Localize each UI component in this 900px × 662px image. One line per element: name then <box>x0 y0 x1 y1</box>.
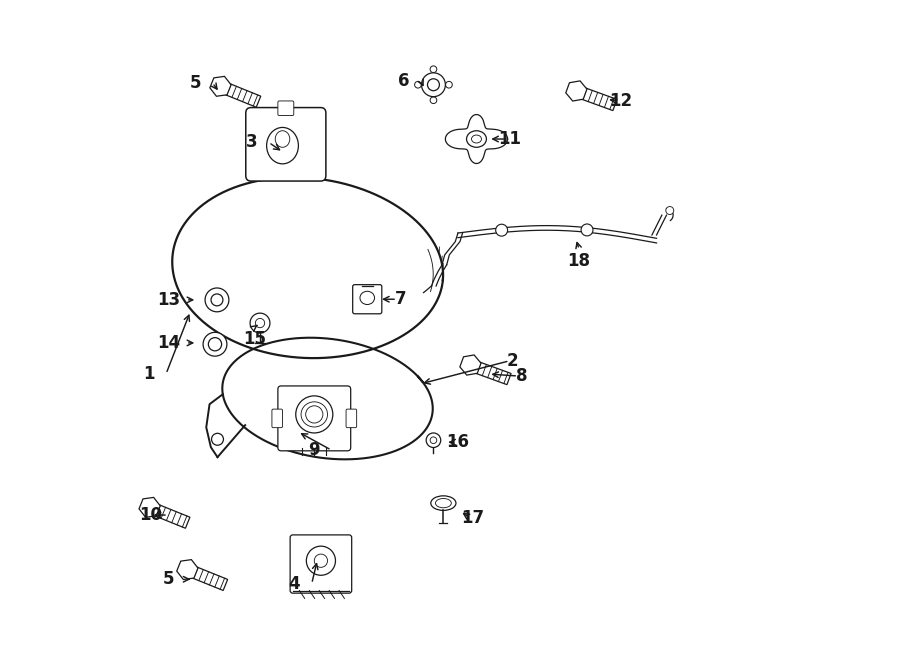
Ellipse shape <box>472 135 482 143</box>
Text: 16: 16 <box>446 433 470 451</box>
Circle shape <box>209 338 221 351</box>
Ellipse shape <box>466 131 486 148</box>
Text: 15: 15 <box>243 330 266 348</box>
Text: 12: 12 <box>609 91 633 110</box>
Text: 5: 5 <box>163 570 175 589</box>
Polygon shape <box>139 497 160 517</box>
FancyBboxPatch shape <box>246 107 326 181</box>
Text: 17: 17 <box>462 508 485 527</box>
Circle shape <box>666 207 674 214</box>
Text: 2: 2 <box>507 352 518 370</box>
Circle shape <box>211 294 223 306</box>
Polygon shape <box>148 502 190 528</box>
Text: 4: 4 <box>289 575 301 593</box>
Text: 18: 18 <box>568 252 590 271</box>
Polygon shape <box>566 81 587 101</box>
Text: 7: 7 <box>394 290 406 308</box>
Text: 6: 6 <box>398 71 410 90</box>
FancyBboxPatch shape <box>278 386 351 451</box>
Circle shape <box>306 546 336 575</box>
Polygon shape <box>218 81 261 107</box>
Circle shape <box>430 97 436 103</box>
Circle shape <box>306 406 323 423</box>
Polygon shape <box>574 85 617 111</box>
Circle shape <box>427 433 441 448</box>
Circle shape <box>296 396 333 433</box>
Ellipse shape <box>275 131 290 148</box>
Text: 5: 5 <box>189 73 201 92</box>
Ellipse shape <box>301 402 328 427</box>
Circle shape <box>250 313 270 333</box>
Circle shape <box>256 318 265 328</box>
Circle shape <box>496 224 508 236</box>
FancyBboxPatch shape <box>272 409 283 428</box>
Ellipse shape <box>431 496 456 510</box>
Circle shape <box>212 434 223 446</box>
Text: 3: 3 <box>246 133 257 152</box>
Text: 10: 10 <box>140 506 162 524</box>
FancyBboxPatch shape <box>353 285 382 314</box>
Circle shape <box>430 66 436 73</box>
Circle shape <box>203 332 227 356</box>
Polygon shape <box>460 355 481 375</box>
FancyBboxPatch shape <box>278 101 293 115</box>
Text: 8: 8 <box>516 367 527 385</box>
Text: 9: 9 <box>309 441 320 459</box>
Text: 11: 11 <box>498 130 521 148</box>
Ellipse shape <box>360 291 374 305</box>
Polygon shape <box>210 76 231 96</box>
Circle shape <box>314 554 328 567</box>
Polygon shape <box>185 564 228 591</box>
Ellipse shape <box>266 127 299 164</box>
Circle shape <box>415 81 421 88</box>
Circle shape <box>205 288 229 312</box>
Text: 14: 14 <box>158 334 180 352</box>
Circle shape <box>446 81 453 88</box>
Polygon shape <box>468 359 511 385</box>
Text: 13: 13 <box>158 291 180 309</box>
FancyBboxPatch shape <box>346 409 356 428</box>
Circle shape <box>428 79 439 91</box>
Circle shape <box>581 224 593 236</box>
Ellipse shape <box>436 498 451 508</box>
FancyBboxPatch shape <box>290 535 352 593</box>
Circle shape <box>430 437 436 444</box>
Text: 1: 1 <box>143 365 155 383</box>
Polygon shape <box>176 559 198 579</box>
Circle shape <box>421 73 446 97</box>
